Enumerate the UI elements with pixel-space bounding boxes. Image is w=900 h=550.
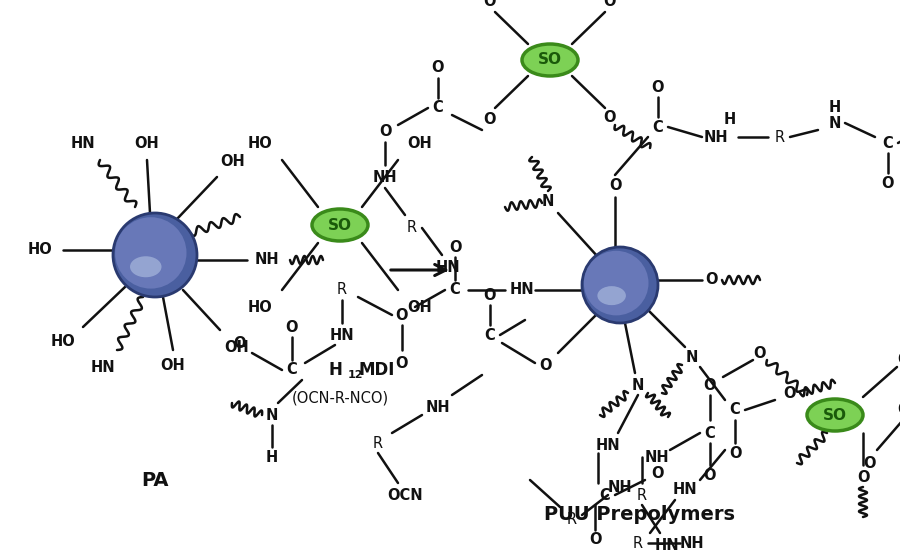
Text: HN: HN [654,537,680,550]
Text: HN: HN [436,261,460,276]
Text: O: O [864,455,877,470]
Text: O: O [484,288,496,303]
Text: O: O [652,465,664,481]
Text: SO: SO [538,52,562,68]
Text: R: R [407,221,417,235]
Circle shape [584,251,649,315]
Text: C: C [450,283,461,298]
Text: O: O [589,532,601,547]
Text: O: O [754,345,766,360]
Text: H: H [724,113,736,128]
Text: NH: NH [680,536,705,550]
Text: N: N [542,194,554,208]
Text: C: C [883,135,894,151]
Text: O: O [882,175,895,190]
Text: NH: NH [373,170,397,185]
Text: H: H [829,100,842,114]
Text: HN: HN [509,283,535,298]
Text: HO: HO [248,135,273,151]
Text: O: O [652,80,664,95]
Text: HN: HN [71,135,95,151]
Text: 12: 12 [348,370,364,380]
Text: O: O [484,113,496,128]
Text: O: O [604,111,617,125]
Text: NH: NH [255,252,279,267]
Circle shape [113,213,197,297]
Text: O: O [484,0,496,9]
Text: R: R [637,487,647,503]
Circle shape [115,217,186,289]
Text: HO: HO [50,334,76,349]
Text: O: O [784,386,796,400]
Text: R: R [633,536,643,550]
Circle shape [582,247,658,323]
Text: HN: HN [91,360,115,375]
Text: R: R [775,129,785,145]
Text: O: O [432,60,445,75]
Text: O: O [286,320,298,334]
Text: OH: OH [160,359,185,373]
Text: O: O [396,307,409,322]
Text: N: N [829,116,842,130]
Text: OH: OH [225,339,249,355]
Text: OH: OH [408,300,432,315]
Text: O: O [449,239,461,255]
Text: C: C [652,119,663,135]
Text: MDI: MDI [358,361,394,379]
Text: C: C [484,327,495,343]
Ellipse shape [522,44,578,76]
Text: PUU Prepolymers: PUU Prepolymers [544,505,735,525]
Text: O: O [379,124,392,140]
Text: C: C [730,403,741,417]
Text: NH: NH [426,399,450,415]
Text: H: H [266,449,278,465]
Text: O: O [604,0,617,9]
Text: C: C [433,101,444,115]
Text: O: O [396,355,409,371]
Text: OH: OH [408,135,432,151]
Text: O: O [706,272,718,288]
Text: PA: PA [141,470,169,490]
Text: HO: HO [28,243,52,257]
Text: NH: NH [608,480,633,494]
Text: OH: OH [135,136,159,151]
Text: HO: HO [248,300,273,315]
Text: O: O [896,353,900,367]
Text: HN: HN [596,437,620,453]
Text: SO: SO [328,217,352,233]
Text: OCN: OCN [387,487,423,503]
Text: H: H [328,361,342,379]
Text: N: N [686,349,698,365]
Text: O: O [857,470,869,485]
Text: O: O [704,377,716,393]
Text: R: R [337,283,347,298]
Text: O: O [539,358,551,372]
Text: C: C [705,426,716,441]
Text: SO: SO [823,408,847,422]
Text: O: O [608,178,621,192]
Text: NH: NH [704,129,728,145]
Text: N: N [632,377,644,393]
Text: C: C [286,362,297,377]
Text: O: O [234,336,247,350]
Text: (OCN-R-NCO): (OCN-R-NCO) [292,390,389,405]
Text: NH: NH [644,449,670,465]
Text: OH: OH [220,155,246,169]
Text: O: O [896,403,900,417]
Text: HN: HN [672,482,698,498]
Ellipse shape [807,399,863,431]
Text: O: O [704,468,716,482]
Text: C: C [599,487,610,503]
Text: R: R [567,513,577,527]
Text: HN: HN [329,327,355,343]
Ellipse shape [312,209,368,241]
Ellipse shape [130,256,161,277]
Ellipse shape [598,286,626,305]
Text: R: R [373,436,383,450]
Text: N: N [266,408,278,422]
Text: O: O [729,446,742,460]
